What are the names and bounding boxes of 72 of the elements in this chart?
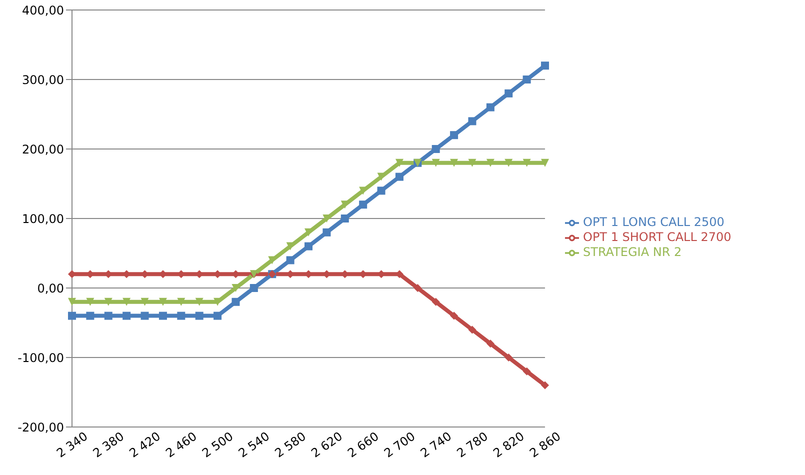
point: [541, 158, 549, 167]
point: [486, 158, 494, 167]
y-tick-label: -100,00: [18, 350, 64, 365]
legend-label: OPT 1 LONG CALL 2500: [583, 215, 724, 230]
point: [304, 242, 312, 250]
point: [232, 298, 240, 306]
point: [414, 284, 422, 292]
x-tick-label: 2 540: [236, 429, 272, 460]
point: [340, 214, 349, 222]
point: [158, 298, 167, 306]
point: [522, 367, 531, 376]
point: [504, 89, 513, 98]
point: [68, 312, 76, 320]
point: [522, 158, 531, 167]
point: [104, 312, 112, 320]
x-tick-label: 2 740: [418, 429, 454, 460]
y-tick-label: 200,00: [22, 142, 64, 156]
point: [486, 103, 494, 112]
legend-label: STRATEGIA NR 2: [583, 244, 682, 259]
point: [541, 62, 549, 70]
y-tick-label: 300,00: [22, 72, 64, 87]
point: [195, 298, 204, 306]
point: [359, 200, 368, 209]
point: [395, 172, 404, 181]
x-tick-label: 2 700: [382, 429, 418, 460]
point: [286, 256, 294, 264]
point: [395, 158, 404, 167]
point: [122, 298, 131, 306]
legend-label: OPT 1 SHORT CALL 2700: [583, 230, 732, 244]
x-tick-label: 2 780: [454, 429, 490, 460]
point: [432, 145, 440, 153]
y-tick-label: 0,00: [37, 281, 64, 296]
y-tick-label: 100,00: [22, 212, 64, 226]
point: [322, 228, 331, 236]
point: [214, 312, 222, 320]
point: [104, 298, 112, 306]
point: [140, 312, 149, 320]
point: [432, 158, 440, 167]
point: [522, 76, 531, 84]
x-tick-label: 2 580: [272, 429, 309, 460]
point: [68, 298, 76, 306]
point: [158, 312, 167, 320]
x-tick-label: 2 500: [200, 429, 236, 460]
point: [122, 312, 131, 320]
point: [250, 284, 258, 292]
point: [486, 340, 494, 348]
point: [450, 131, 458, 140]
point: [195, 312, 204, 320]
point: [468, 117, 476, 126]
x-tick-label: 2 420: [126, 429, 164, 460]
x-tick-label: 2 860: [527, 429, 564, 460]
x-tick-label: 2 660: [345, 429, 382, 460]
point: [504, 354, 513, 362]
x-tick-label: 2 380: [90, 429, 127, 460]
point: [86, 312, 94, 320]
point: [377, 186, 386, 195]
point: [177, 312, 186, 320]
x-tick-label: 2 620: [308, 429, 345, 460]
point: [86, 298, 94, 306]
y-tick-label: 400,00: [22, 3, 64, 18]
point: [468, 326, 476, 334]
x-tick-label: 2 460: [163, 429, 200, 460]
point: [541, 381, 549, 390]
y-tick-label: -200,00: [18, 420, 64, 434]
point: [504, 158, 513, 167]
point: [140, 298, 149, 306]
point: [468, 158, 476, 167]
point: [432, 298, 440, 306]
x-tick-label: 2 820: [490, 429, 527, 460]
point: [177, 298, 186, 306]
point: [450, 158, 458, 167]
point: [450, 312, 458, 320]
